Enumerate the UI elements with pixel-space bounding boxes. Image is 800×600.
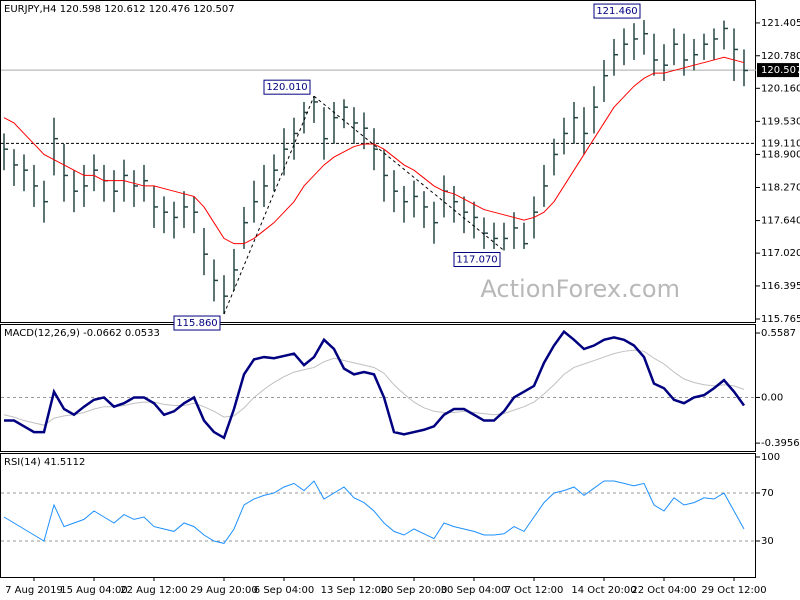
annotation-box	[593, 3, 641, 19]
level-label: 119.110	[761, 138, 800, 149]
x-tick-label: 7 Aug 2019	[5, 585, 63, 596]
line	[4, 329, 746, 440]
line	[3, 480, 745, 544]
macd-panel	[0, 324, 756, 452]
x-tick-label: 29 Oct 12:00	[701, 585, 766, 596]
trend-line	[223, 95, 315, 315]
y-tick-label: 116.395	[761, 281, 800, 292]
y-tick-label: 30	[761, 536, 774, 547]
annotation-box	[173, 315, 221, 331]
annotation-label: 120.010	[266, 82, 307, 93]
y-tick-label: 117.640	[761, 216, 800, 227]
line	[3, 56, 745, 245]
annotation-box	[453, 252, 501, 268]
y-tick-label: 117.020	[761, 248, 800, 259]
x-tick-label: 22 Oct 04:00	[631, 585, 696, 596]
y-tick-label: 121.405	[761, 18, 800, 29]
rsi-title: RSI(14) 41.5112	[4, 457, 85, 468]
y-tick-label: 120.160	[761, 83, 800, 94]
y-tick-label: 118.270	[761, 183, 800, 194]
macd-title: MACD(12,26,9) -0.0662 0.0533	[4, 328, 160, 339]
watermark: ActionForex.com	[480, 275, 680, 303]
y-tick-label: 115.765	[761, 314, 800, 325]
x-tick-label: 15 Aug 04:00	[60, 585, 127, 596]
y-tick-label: 120.780	[761, 51, 800, 62]
trend-line	[313, 95, 505, 251]
y-tick-label: -0.3956	[761, 438, 800, 449]
line	[3, 349, 745, 426]
x-tick-label: 14 Oct 20:00	[571, 585, 636, 596]
y-tick-label: 0.5587	[761, 328, 796, 339]
x-tick-label: 7 Oct 12:00	[505, 585, 564, 596]
annotation-label: 115.860	[176, 318, 217, 329]
last-price-box	[757, 63, 799, 78]
y-tick-label: 100	[761, 452, 780, 463]
y-tick-label: 118.900	[761, 149, 800, 160]
annotation-box	[263, 79, 311, 95]
x-tick-label: 30 Sep 04:00	[441, 585, 508, 596]
y-tick-label: 0.00	[761, 392, 783, 403]
x-tick-label: 6 Sep 04:00	[254, 585, 314, 596]
last-price-label: 120.507	[761, 65, 800, 76]
rsi-panel	[0, 453, 756, 578]
x-tick-label: 29 Aug 20:00	[190, 585, 257, 596]
price-title: EURJPY,H4 120.598 120.612 120.476 120.50…	[4, 4, 235, 15]
annotation-label: 121.460	[596, 6, 637, 17]
x-tick-label: 22 Aug 12:00	[120, 585, 187, 596]
x-tick-label: 13 Sep 12:00	[321, 585, 388, 596]
annotation-label: 117.070	[456, 255, 497, 266]
x-tick-label: 20 Sep 20:00	[381, 585, 448, 596]
y-tick-label: 70	[761, 488, 774, 499]
y-tick-label: 119.530	[761, 116, 800, 127]
price-panel	[0, 0, 756, 323]
